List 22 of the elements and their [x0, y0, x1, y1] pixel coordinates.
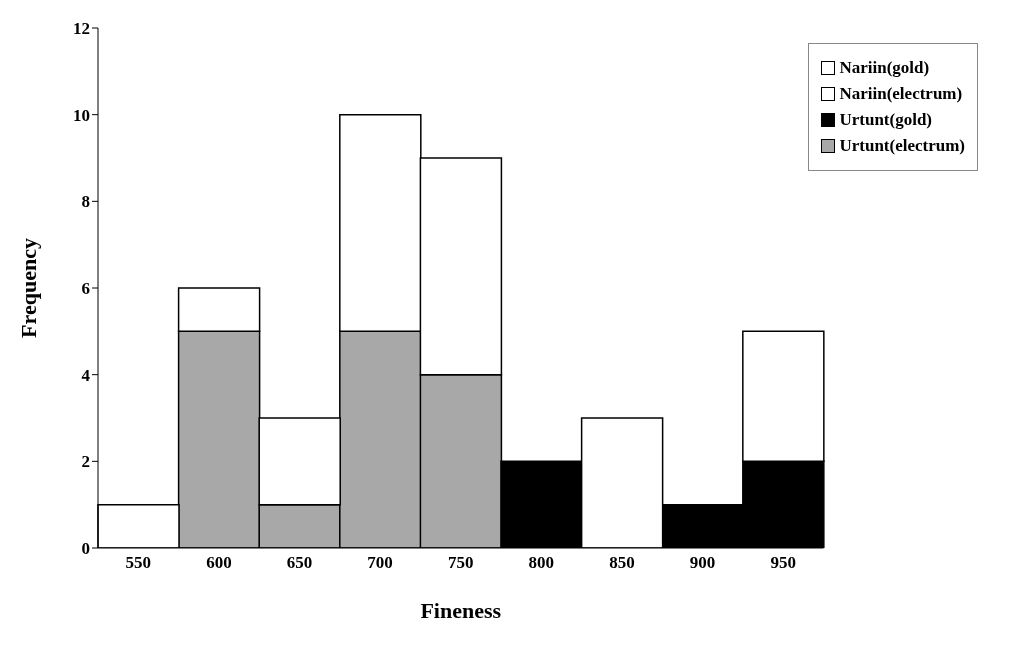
y-tick-label: 8	[81, 192, 90, 212]
y-axis-title: Frequency	[15, 238, 41, 338]
y-tick-label: 6	[81, 279, 90, 299]
x-tick-label: 800	[528, 553, 555, 573]
x-tick-label: 900	[689, 553, 716, 573]
legend-label: Nariin(electrum)	[839, 84, 963, 104]
y-tick-label: 4	[81, 365, 91, 385]
x-tick-label: 950	[770, 553, 796, 573]
x-tick-label: 700	[367, 553, 393, 573]
x-tick-label: 750	[447, 553, 474, 573]
y-tick-label: 10	[73, 105, 90, 125]
x-tick-label: 650	[286, 553, 313, 573]
legend-label: Urtunt(electrum)	[839, 136, 965, 156]
x-tick-label: 550	[125, 553, 152, 573]
legend-label: Urtunt(gold)	[839, 110, 932, 130]
y-tick-label: 2	[81, 452, 90, 472]
legend-label: Nariin(gold)	[839, 58, 930, 78]
x-axis-title: Fineness	[420, 598, 502, 623]
x-tick-label: 600	[206, 553, 232, 573]
y-tick-label: 0	[81, 539, 90, 559]
x-tick-label: 850	[609, 553, 635, 573]
y-tick-label: 12	[73, 19, 90, 39]
